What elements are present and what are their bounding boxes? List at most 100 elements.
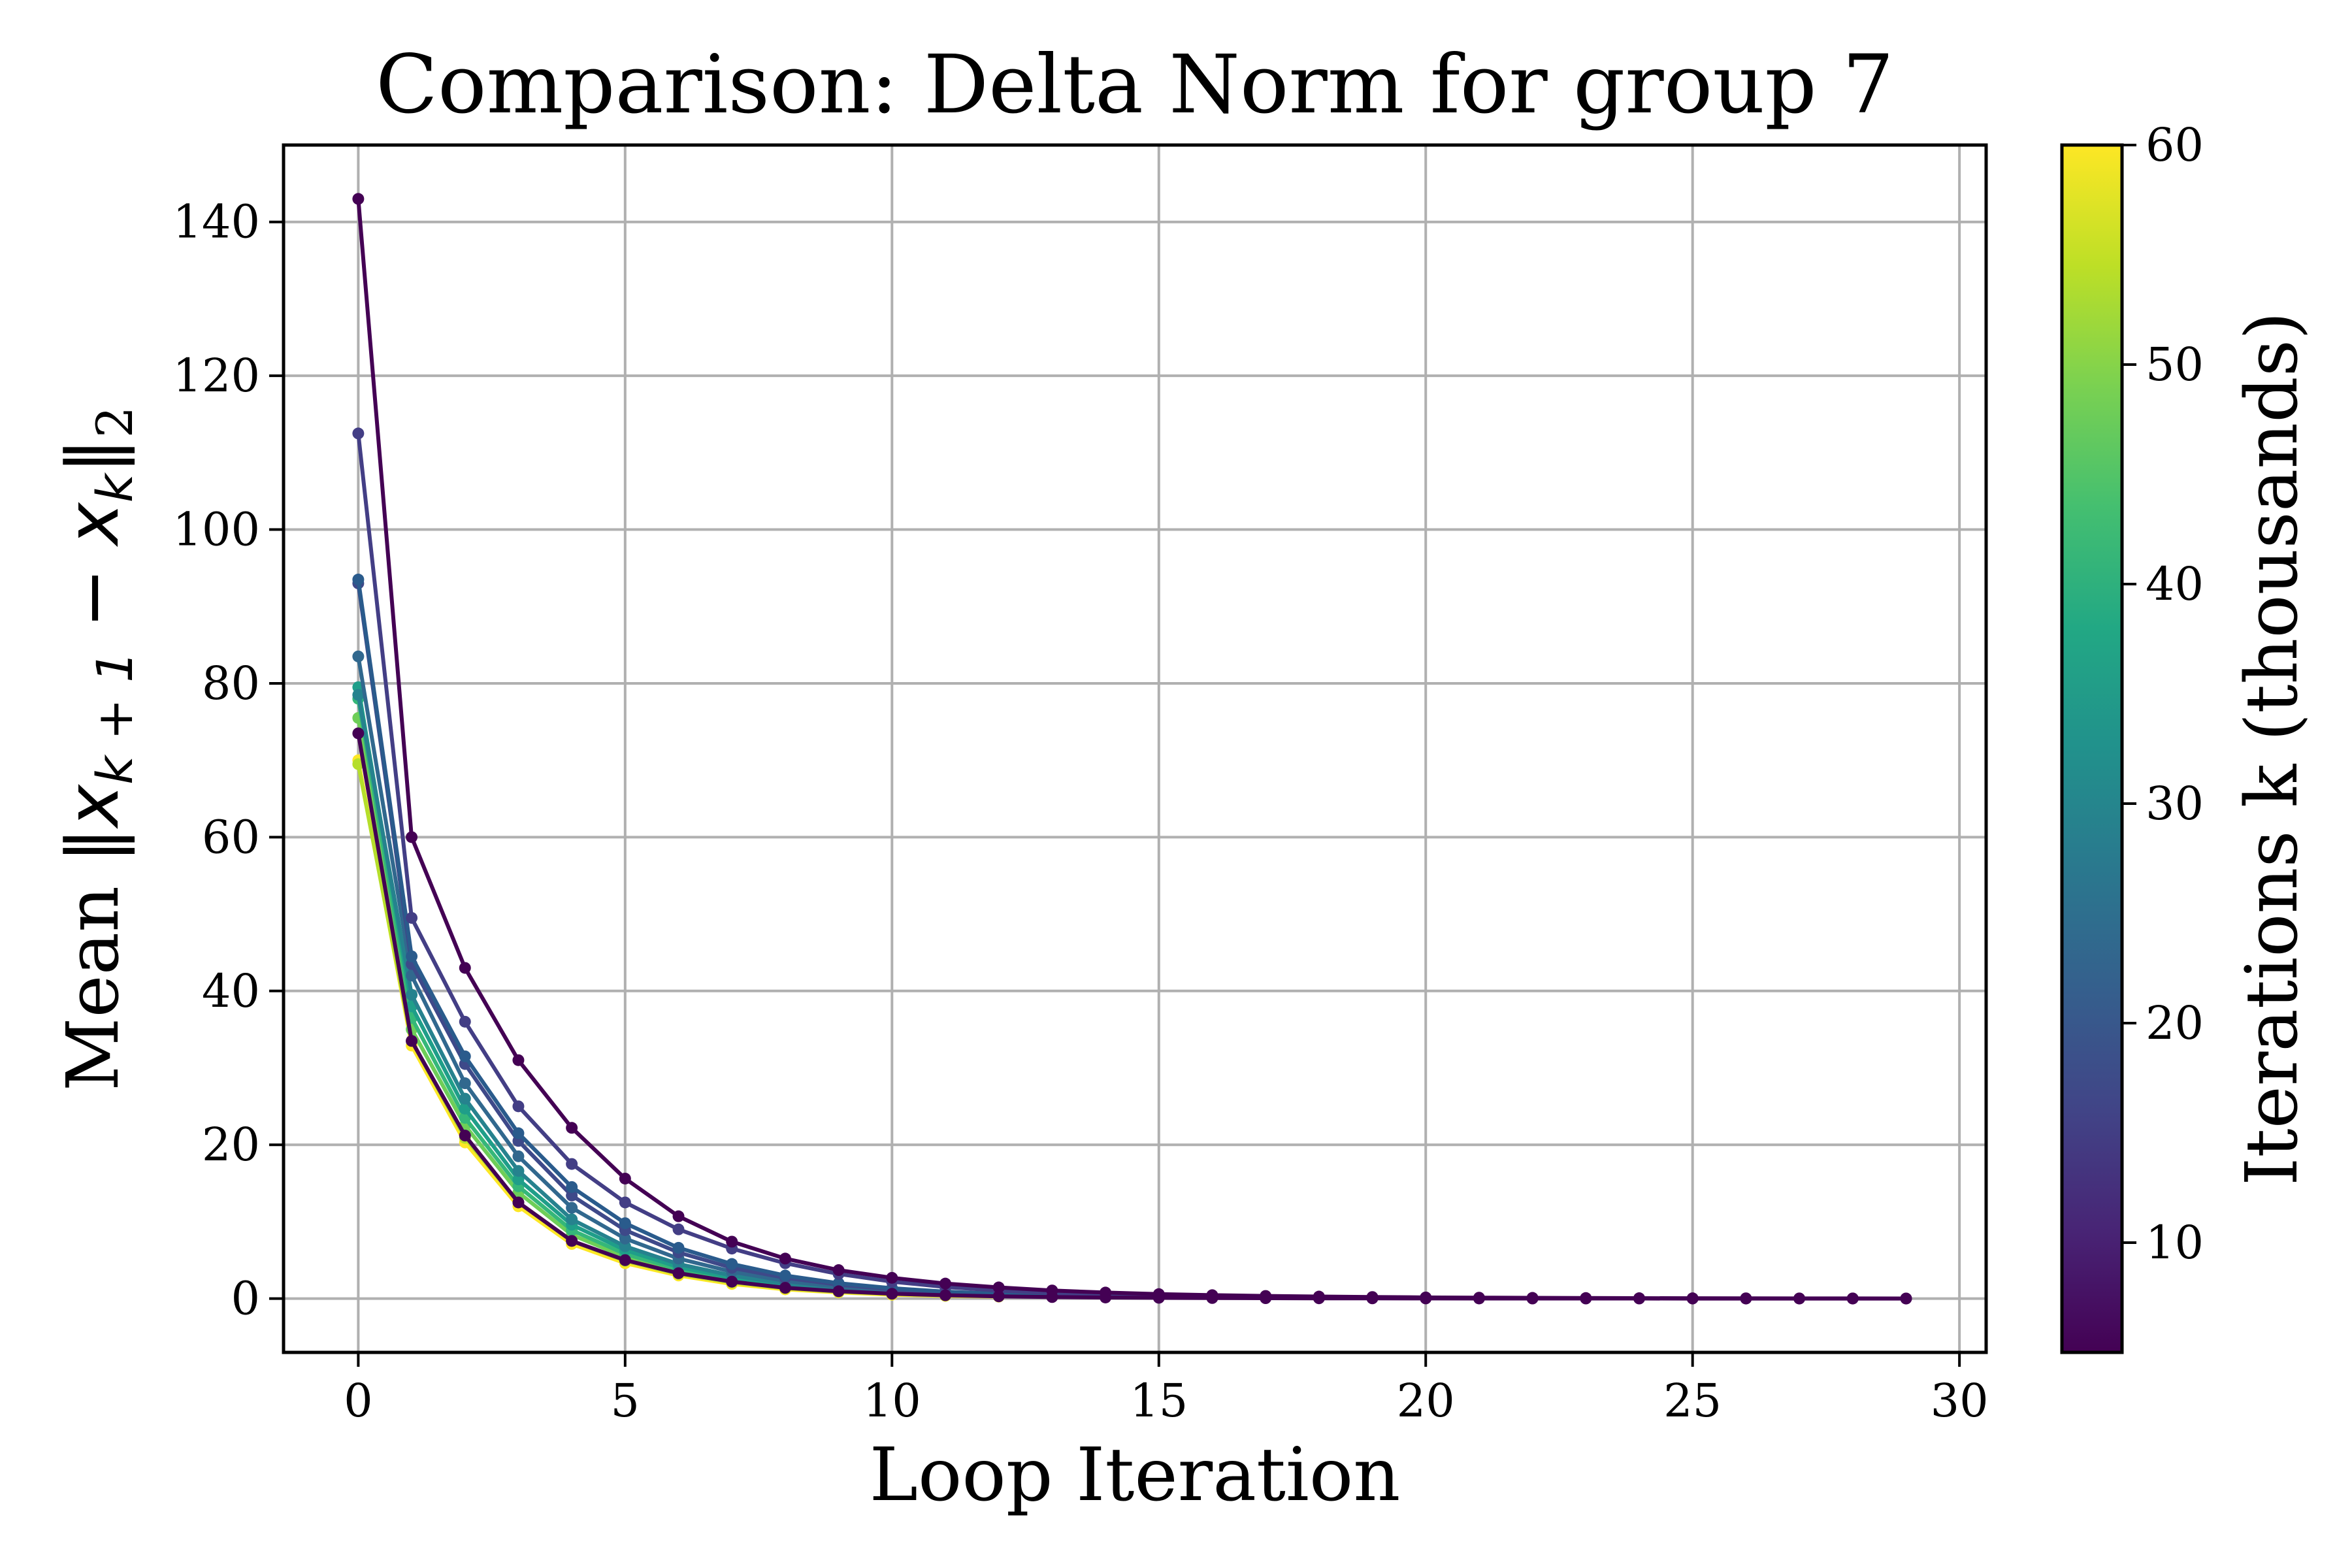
colorbar-tick-label: 60	[2146, 118, 2204, 172]
series-point	[1686, 1292, 1699, 1305]
y-axis-label-sub1: k + 1	[86, 651, 144, 784]
series-point	[619, 1232, 631, 1245]
x-tick-label: 15	[1130, 1374, 1188, 1428]
series-point	[1580, 1292, 1592, 1305]
series-k=15	[352, 427, 1218, 1303]
series-point	[619, 1172, 631, 1184]
series-point	[352, 727, 365, 740]
series-point	[672, 1223, 685, 1235]
series-point	[992, 1290, 1005, 1303]
series-point	[672, 1241, 685, 1254]
series-point	[1260, 1292, 1272, 1305]
y-axis-label-sub3: 2	[86, 406, 144, 438]
series-point	[939, 1277, 951, 1290]
y-axis-label: Mean ‖xk + 1 − xk‖2	[51, 406, 144, 1091]
series-point	[512, 1165, 525, 1177]
y-tick-label: 60	[202, 810, 260, 864]
series-point	[832, 1285, 845, 1298]
series-layer	[352, 193, 1912, 1305]
series-k=25	[352, 577, 1112, 1303]
grid	[284, 145, 1986, 1352]
y-tick-label: 100	[172, 503, 260, 557]
series-point	[512, 1054, 525, 1066]
series-point	[512, 1196, 525, 1209]
series-point	[939, 1289, 951, 1301]
colorbar-ticks: 10 20 30 40 50 60	[2122, 118, 2204, 1269]
series-point	[566, 1158, 578, 1170]
y-tick-label: 40	[202, 964, 260, 1018]
chart-title: Comparison: Delta Norm for group 7	[376, 38, 1894, 132]
y-tick-label: 80	[202, 657, 260, 710]
colorbar-tick-label: 40	[2146, 557, 2204, 611]
series-point	[406, 988, 418, 1001]
series-point	[1206, 1292, 1218, 1304]
series-point	[352, 574, 365, 586]
x-tick-label: 5	[611, 1374, 640, 1428]
series-line	[356, 199, 1906, 1301]
series-point	[566, 1189, 578, 1201]
series-point	[992, 1281, 1005, 1294]
series-point	[1473, 1292, 1485, 1305]
x-tick-label: 10	[863, 1374, 921, 1428]
series-point	[566, 1213, 578, 1226]
series-line	[356, 656, 1053, 1299]
y-axis-ticks: 0 20 40 60 80 100 120 140	[172, 195, 284, 1326]
series-point	[459, 1077, 471, 1090]
x-tick-label: 25	[1663, 1374, 1722, 1428]
series-point	[566, 1235, 578, 1247]
series-point	[726, 1258, 738, 1270]
series-point	[779, 1252, 791, 1265]
series-point	[406, 831, 418, 843]
colorbar-tick-label: 30	[2146, 777, 2204, 830]
series-point	[512, 1100, 525, 1113]
series-point	[512, 1150, 525, 1162]
series-point	[459, 1130, 471, 1142]
series-point	[406, 1035, 418, 1047]
series-point	[459, 1015, 471, 1028]
series-point	[406, 911, 418, 924]
series-point	[1846, 1292, 1859, 1305]
series-point	[566, 1122, 578, 1134]
series-point	[886, 1288, 898, 1300]
series-point	[1100, 1291, 1112, 1303]
y-axis-label-sub2: k	[86, 472, 144, 502]
x-axis-label: Loop Iteration	[870, 1433, 1401, 1518]
series-line	[356, 694, 999, 1298]
y-tick-label: 0	[231, 1272, 260, 1326]
y-axis-label-minus: − x	[51, 501, 135, 651]
series-point	[619, 1254, 631, 1266]
series-point	[566, 1201, 578, 1214]
series-point	[566, 1181, 578, 1193]
colorbar-tick-label: 10	[2146, 1216, 2204, 1269]
y-tick-label: 20	[202, 1118, 260, 1171]
colorbar-tick-label: 50	[2146, 338, 2204, 391]
series-point	[779, 1269, 791, 1282]
series-line	[356, 579, 1106, 1299]
plot-frame	[282, 143, 1988, 1354]
series-line	[356, 732, 1906, 1301]
series-line	[356, 717, 999, 1299]
y-tick-label: 140	[172, 195, 260, 249]
y-axis-label-prefix: Mean	[51, 863, 135, 1091]
x-tick-label: 0	[344, 1374, 373, 1428]
series-point	[886, 1271, 898, 1284]
series-point	[512, 1127, 525, 1139]
series-line	[356, 583, 1106, 1299]
series-point	[1526, 1292, 1539, 1305]
series-point	[1313, 1292, 1325, 1305]
series-point	[672, 1267, 685, 1279]
series-point	[726, 1275, 738, 1288]
series-point	[1046, 1291, 1058, 1303]
series-point	[1420, 1292, 1432, 1305]
x-tick-label: 30	[1931, 1374, 1989, 1428]
series-point	[406, 950, 418, 962]
series-point	[459, 1050, 471, 1062]
series-point	[672, 1210, 685, 1222]
colorbar-label: Iterations k (thousands)	[2230, 312, 2313, 1186]
series-point	[1740, 1292, 1752, 1305]
y-tick-label: 120	[172, 349, 260, 402]
series-point	[832, 1264, 845, 1277]
colorbar-gradient	[2062, 145, 2122, 1352]
series-point	[352, 427, 365, 440]
